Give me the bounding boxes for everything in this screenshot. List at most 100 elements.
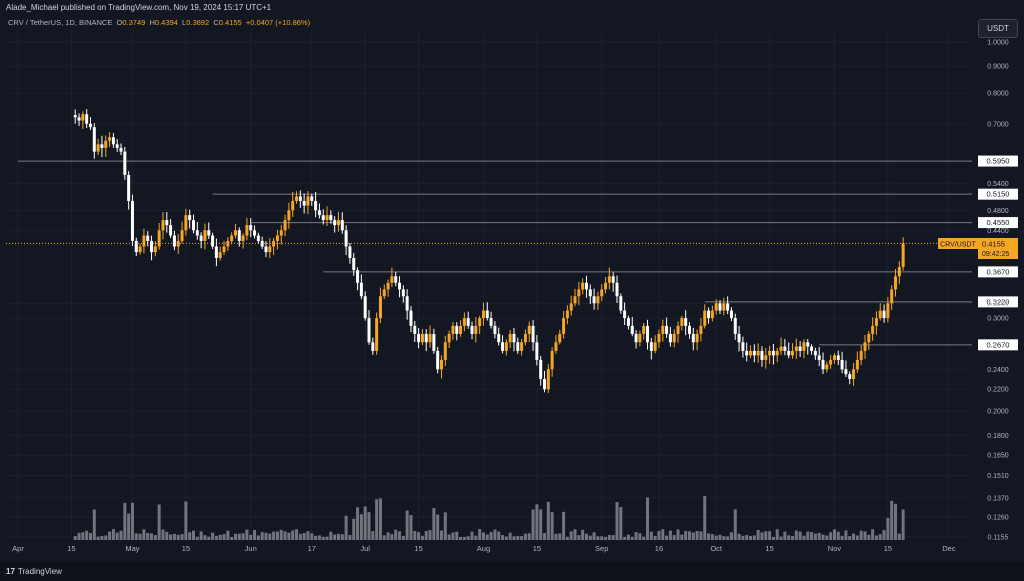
y-tick-label: 0.1800 [987,433,1009,440]
price-tag-value: 0.4155 [982,240,1005,249]
volume-bar [85,530,89,540]
candle-body [676,325,680,334]
volume-bar [478,529,482,540]
volume-bar [653,535,657,540]
candle-body [256,235,260,241]
candle-body [291,200,295,211]
y-tick-label: 0.1650 [987,453,1009,460]
volume-bar [157,504,161,540]
y-tick-label: 0.1260 [987,515,1009,522]
volume-bar [787,535,791,540]
volume-bar [668,530,672,540]
level-label: 0.3220 [987,297,1010,306]
volume-bar [218,534,222,540]
candle-body [268,246,272,253]
volume-bar [359,514,363,540]
volume-bar [214,535,218,540]
volume-bar [565,536,569,540]
volume-bar [733,509,737,540]
volume-bar [729,532,733,540]
volume-bar [283,531,287,540]
candle-body [165,220,169,226]
volume-bar [863,531,867,540]
volume-bar [111,529,115,540]
candle-body [894,276,898,290]
candle-body [680,318,684,326]
volume-bar [73,536,77,540]
volume-bar [329,531,333,540]
volume-bar [245,529,249,540]
currency-button[interactable]: USDT [978,19,1018,38]
volume-bar [558,533,562,540]
candle-body [478,318,482,326]
volume-bar [367,512,371,540]
y-tick-label: 0.4400 [987,228,1009,235]
volume-bar [760,532,764,540]
volume-bar [325,536,329,540]
volume-bar [493,529,497,540]
candle-body [890,289,894,304]
price-chart[interactable]: 0.5950 0.5150 0.4550 0.3670 0.3220 0.2670 1.0… [0,0,1024,562]
price-axis[interactable]: 1.0000 0.9000 0.8000 0.7000 0.5400 0.4800 0.44… [987,40,1009,542]
volume-bar [405,510,409,540]
footer-brand[interactable]: 17 TradingView [0,562,1024,581]
volume-bar [96,536,100,540]
candle-body [245,225,249,236]
volume-bar [447,534,451,540]
candle-body [573,296,577,304]
volume-bar [848,536,852,540]
x-tick-label: Nov [828,544,842,553]
volume-bar [260,532,264,540]
volume-bar [321,536,325,540]
volume-bar [115,532,119,540]
price-tag-bg [978,238,1018,259]
volume-bar [474,535,478,540]
volume-bar [554,533,558,540]
candle-body [779,346,783,351]
candle-body [554,342,558,351]
candle-body [504,342,508,351]
volume-bar [398,531,402,540]
volume-bar [718,534,722,540]
candle-body [653,342,657,351]
x-tick-label: Jul [360,544,370,553]
candle-body [428,333,432,343]
candle-body [466,318,470,326]
current-price-tag: CRV/USDT 0.4155 09:42:25 [938,238,1018,259]
candle-body [424,333,428,343]
candle-body [829,359,833,365]
volume-bar [882,530,886,540]
price-tag-symbol: CRV/USDT [940,242,976,249]
volume-bar [657,530,661,540]
candle-body [577,289,581,297]
candle-body [882,310,886,319]
volume-bar [886,517,890,540]
time-axis[interactable]: Apr 15 May 15 Jun 17 Jul 15 Aug 15 Sep 16 Oct 15 Nov 15… [12,544,956,553]
level-label: 0.5150 [987,190,1010,199]
volume-bar [275,531,279,540]
candle-body [336,220,340,226]
candle-body [859,350,863,360]
x-tick-label: 15 [533,544,541,553]
volume-bar [249,534,253,540]
volume-bar [752,535,756,540]
volume-bar [592,532,596,540]
y-tick-label: 0.2000 [987,409,1009,416]
volume-bar [543,533,547,540]
volume-bar [508,532,512,540]
candle-body [863,342,867,351]
volume-bar [649,531,653,540]
candle-body [604,282,608,290]
candle-body [646,325,650,343]
candle-body [817,355,821,360]
candle-body [398,282,402,290]
close-label: C [213,18,219,27]
candle-body [394,276,398,283]
candle-body [401,289,405,297]
candle-body [775,350,779,356]
volume-bar [859,530,863,540]
candle-body [481,310,485,319]
candle-body [722,303,726,311]
volume-bar [192,530,196,540]
volume-bar [588,535,592,540]
